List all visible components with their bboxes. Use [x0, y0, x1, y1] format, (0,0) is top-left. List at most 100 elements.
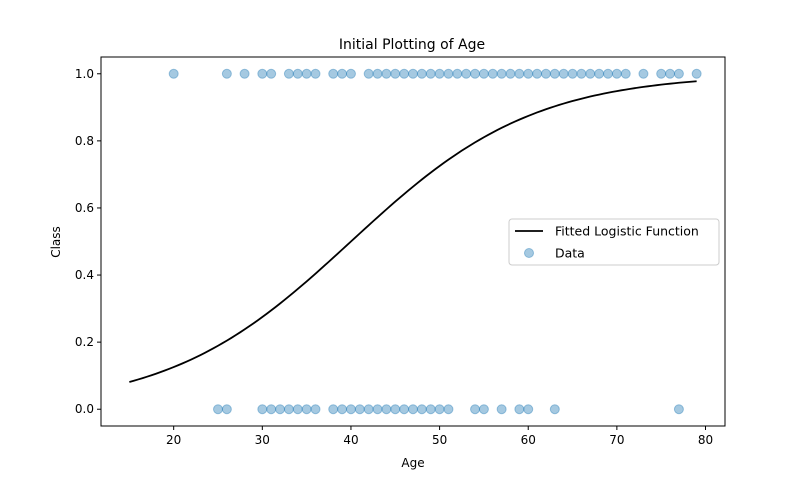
data-point: [168, 68, 179, 79]
data-point: [257, 68, 268, 79]
data-point: [603, 68, 613, 79]
data-point: [656, 68, 667, 79]
data-point: [337, 404, 348, 415]
data-point: [478, 404, 489, 415]
data-point: [310, 68, 321, 79]
data-point: [416, 68, 427, 79]
data-point: [540, 68, 551, 79]
data-point: [283, 404, 294, 415]
y-tick-label: 0.4: [75, 268, 94, 282]
data-point: [416, 404, 427, 415]
legend-marker-swatch: [524, 248, 534, 258]
data-point: [638, 68, 649, 79]
data-point: [408, 68, 418, 79]
data-point: [345, 404, 356, 415]
data-point: [523, 404, 534, 415]
legend-label-data: Data: [555, 246, 585, 261]
y-tick-label: 0.6: [75, 201, 94, 215]
data-point: [363, 68, 374, 79]
data-point: [266, 68, 277, 79]
data-point: [549, 404, 560, 415]
data-point: [310, 404, 321, 415]
x-tick-label: 20: [166, 433, 181, 447]
y-tick-label: 0.8: [75, 134, 94, 148]
data-point: [292, 68, 303, 79]
data-point: [514, 404, 525, 415]
fitted-logistic-curve: [129, 80, 697, 383]
x-tick-label: 80: [698, 433, 713, 447]
data-point: [363, 404, 374, 415]
data-point: [301, 68, 312, 79]
y-tick-label: 1.0: [75, 67, 94, 81]
data-point: [292, 404, 303, 415]
y-axis-title: Class: [49, 226, 63, 258]
data-point: [337, 68, 348, 79]
data-point: [691, 68, 702, 79]
x-tick-label: 30: [255, 433, 270, 447]
data-point: [470, 404, 481, 415]
data-point: [354, 404, 365, 415]
data-point: [478, 68, 489, 79]
data-point: [594, 68, 605, 79]
data-point: [673, 404, 684, 415]
data-point: [549, 68, 560, 79]
data-point: [514, 68, 525, 79]
chart-title: Initial Plotting of Age: [339, 37, 485, 53]
data-point: [425, 404, 436, 415]
plot-area: [129, 68, 702, 415]
y-tick-label: 0.0: [75, 402, 94, 416]
data-point: [611, 68, 622, 79]
data-point: [275, 404, 286, 415]
data-point: [381, 68, 392, 79]
data-point: [620, 68, 631, 79]
data-point: [523, 68, 534, 79]
x-tick-label: 60: [521, 433, 536, 447]
data-point: [576, 68, 587, 79]
data-point: [434, 404, 445, 415]
legend: Fitted Logistic Function Data: [508, 218, 720, 266]
data-point: [470, 68, 481, 79]
data-point: [301, 404, 312, 415]
legend-label-line: Fitted Logistic Function: [555, 224, 699, 239]
data-point: [496, 68, 507, 79]
data-point: [390, 68, 401, 79]
data-point: [399, 404, 410, 415]
data-point: [567, 68, 578, 79]
data-point: [673, 68, 684, 79]
data-point: [461, 68, 472, 79]
data-point: [585, 68, 596, 79]
data-point: [221, 404, 232, 415]
legend-box: [508, 218, 720, 266]
data-point: [372, 404, 383, 415]
data-point: [372, 68, 383, 79]
data-point: [266, 404, 277, 415]
y-tick-label: 0.2: [75, 335, 94, 349]
x-tick-label: 40: [343, 433, 358, 447]
data-point: [328, 404, 339, 415]
data-point: [425, 68, 436, 79]
data-point: [345, 68, 356, 79]
data-point: [381, 404, 392, 415]
data-point: [257, 404, 268, 415]
x-axis-title: Age: [401, 456, 424, 470]
plot-frame: [100, 56, 726, 427]
x-tick-label: 50: [432, 433, 447, 447]
data-point: [221, 68, 232, 79]
data-point: [505, 68, 516, 79]
data-point: [443, 68, 454, 79]
data-point: [532, 68, 543, 79]
data-point: [390, 404, 401, 415]
data-point: [239, 68, 250, 79]
data-point: [443, 404, 454, 415]
data-point: [408, 404, 418, 415]
data-point: [665, 68, 676, 79]
axis-ticks: 20 30 40 50 60 70 80 0.0 0.2 0.4 0.6 0.8 1.0: [75, 67, 713, 447]
data-point: [328, 68, 339, 79]
x-tick-label: 70: [609, 433, 624, 447]
data-point: [283, 68, 294, 79]
data-point: [399, 68, 410, 79]
data-point: [496, 404, 507, 415]
data-point: [558, 68, 569, 79]
data-point: [452, 68, 463, 79]
